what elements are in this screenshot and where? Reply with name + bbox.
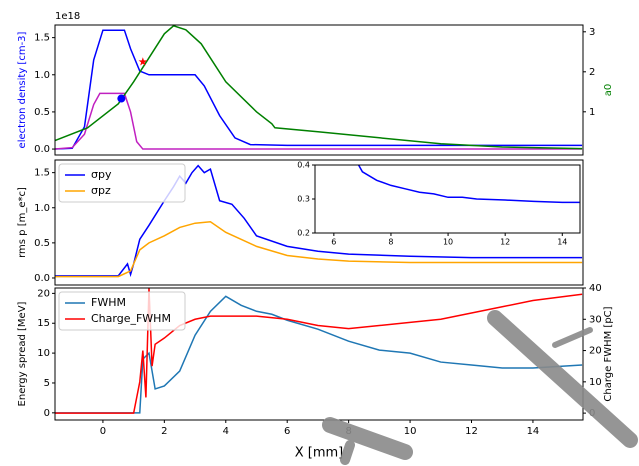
panel: 0.2 0.3 0.4 6 8 10 12 14 <box>297 161 581 247</box>
x-tick-label: 10 <box>443 238 453 247</box>
y-tick-label: 15 <box>37 318 50 329</box>
x-tick-label: 2 <box>161 426 167 437</box>
x-axis-label: X [mm] <box>295 446 344 461</box>
marker <box>117 94 126 103</box>
y2-tick-label: 40 <box>589 283 602 294</box>
y-tick-label: 0.4 <box>297 161 310 170</box>
y2-tick-label: 1 <box>589 107 595 118</box>
y-axis-label: electron density [cm-3] <box>17 31 28 148</box>
y-tick-label: 0.0 <box>34 273 50 284</box>
y-tick-label: 10 <box>37 348 50 359</box>
y-tick-label: 1.5 <box>34 168 50 179</box>
series-line <box>55 25 583 150</box>
plot-frame <box>54 287 584 421</box>
overlay-stroke <box>340 440 355 465</box>
y-tick-label: 5 <box>44 378 50 389</box>
series-group <box>55 25 583 150</box>
offset-text: 1e18 <box>55 11 80 22</box>
series-line <box>55 288 583 414</box>
y2-tick-label: 10 <box>589 377 602 388</box>
plot-frame <box>314 164 581 234</box>
plot-frame <box>54 24 584 156</box>
y-tick-label: 0.5 <box>34 238 50 249</box>
y-axis-label: Energy spread [MeV] <box>17 301 28 406</box>
y-tick-label: 1.5 <box>34 33 50 44</box>
series-line <box>55 29 583 150</box>
legend-label: σpz <box>91 184 111 197</box>
series-group <box>55 288 583 414</box>
legend-label: FWHM <box>91 296 126 309</box>
panel: 0.0 0.5 1.0 1.5 rms p [m_e*c] σpy σpz <box>17 159 584 286</box>
x-tick-label: 12 <box>500 238 510 247</box>
series-line <box>55 295 583 414</box>
overlay-stroke <box>487 310 638 448</box>
y-tick-label: 1.0 <box>34 203 50 214</box>
y-tick-label: 0.2 <box>297 229 310 238</box>
y-tick-label: 0.3 <box>297 195 310 204</box>
y2-tick-label: 20 <box>589 346 602 357</box>
y-tick-label: 0.0 <box>34 144 50 155</box>
y-axis-label: rms p [m_e*c] <box>17 187 28 258</box>
y2-tick-label: 2 <box>589 67 595 78</box>
x-tick-label: 4 <box>223 426 229 437</box>
series-line <box>357 165 580 204</box>
legend-box <box>58 163 186 203</box>
panel: 0.0 0.5 1.0 1.5 1 2 3 electron density [cm-3] a0… <box>17 11 614 156</box>
x-tick-label: 8 <box>388 238 393 247</box>
series-line <box>55 221 583 278</box>
y-tick-label: 20 <box>37 288 50 299</box>
inset-background <box>315 165 580 233</box>
legend-box <box>58 291 186 331</box>
series-line <box>55 92 583 150</box>
y2-axis-label: a0 <box>603 84 614 97</box>
y-tick-label: 0.5 <box>34 107 50 118</box>
x-tick-label: 14 <box>527 426 540 437</box>
marker <box>138 57 148 66</box>
y2-tick-label: 30 <box>589 314 602 325</box>
x-tick-label: 12 <box>465 426 478 437</box>
x-tick-label: 0 <box>100 426 106 437</box>
x-tick-label: 10 <box>404 426 417 437</box>
x-tick-label: 14 <box>557 238 567 247</box>
overlay-stroke <box>322 417 413 460</box>
y-tick-label: 0 <box>44 408 50 419</box>
series-group <box>357 165 580 204</box>
overlay-stroke <box>552 327 593 348</box>
y-tick-label: 1.0 <box>34 70 50 81</box>
legend-label: σpy <box>91 168 112 181</box>
legend-label: Charge_FWHM <box>91 312 171 325</box>
overlay-strokes <box>322 310 638 465</box>
plot-frame <box>54 159 584 286</box>
x-tick-label: 6 <box>284 426 290 437</box>
y2-tick-label: 3 <box>589 27 595 38</box>
series-group <box>55 164 583 278</box>
x-tick-label: 6 <box>331 238 336 247</box>
y2-axis-label: Charge FWHM [pC] <box>603 306 614 401</box>
